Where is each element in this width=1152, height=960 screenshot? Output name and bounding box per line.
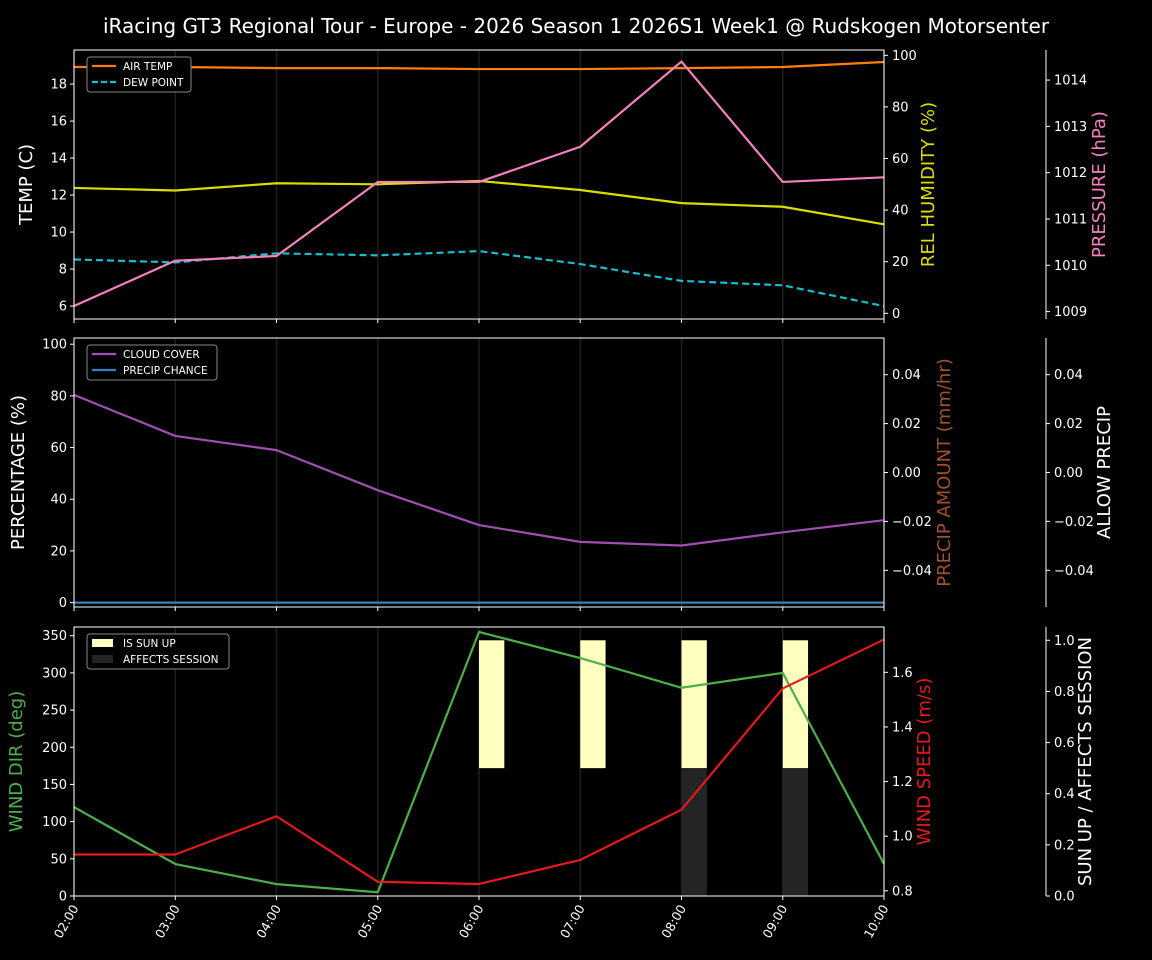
legend-label: IS SUN UP: [123, 638, 176, 650]
legend-label: DEW POINT: [123, 77, 184, 89]
y-tick-label: 20: [50, 544, 67, 559]
y-tick-label: 0: [892, 307, 900, 322]
legend-label: AFFECTS SESSION: [123, 654, 219, 666]
y-tick-label: 1.0: [1054, 634, 1075, 649]
y-tick-label: 1.4: [892, 720, 913, 735]
y-tick-label: 0.00: [1054, 466, 1083, 481]
axis-label-right2: SUN UP / AFFECTS SESSION: [1075, 637, 1096, 886]
panel-2: 0 20 40 60 80 100 PERCENTAGE (%) −0.04 −0.02 0.00…: [8, 337, 1115, 611]
y-tick-label: 250: [42, 704, 67, 719]
x-tick-label: 10:00: [861, 902, 892, 941]
legend-label: PRECIP CHANCE: [123, 365, 208, 377]
legend-swatch: [92, 655, 113, 663]
y-tick-label: 1011: [1054, 212, 1087, 227]
y-tick-label: 200: [42, 741, 67, 756]
y-tick-label: 60: [50, 441, 67, 456]
y-tick-label: 1013: [1054, 120, 1087, 135]
x-tick-label: 05:00: [354, 902, 385, 941]
y-tick-label: 1.6: [892, 666, 913, 681]
y-tick-label: 0.02: [1054, 417, 1083, 432]
y-tick-label: 100: [42, 815, 67, 830]
bar-is-sun-up: [681, 640, 707, 769]
y-tick-label: 0.00: [892, 466, 921, 481]
axis-label-left: WIND DIR (deg): [6, 691, 27, 833]
y-tick-label: 1010: [1054, 259, 1087, 274]
y-tick-label: 6: [59, 300, 67, 315]
y-tick-label: 1014: [1054, 74, 1087, 89]
x-tick-label: 04:00: [253, 902, 284, 941]
y-tick-label: 1.0: [892, 830, 913, 845]
panel-3: 0 50 100 150 200 250 300 350 WIND DIR (deg) 0.8 1.…: [6, 626, 1096, 941]
y-tick-label: 1012: [1054, 166, 1087, 181]
y-tick-label: 0.04: [1054, 368, 1083, 383]
y-tick-label: 350: [42, 629, 67, 644]
y-tick-label: −0.04: [892, 564, 932, 579]
axis-label-right1: REL HUMIDITY (%): [918, 102, 939, 267]
y-tick-label: 0.8: [892, 884, 913, 899]
legend-label: AIR TEMP: [123, 61, 172, 73]
y-tick-label: 100: [42, 338, 67, 353]
legend-label: CLOUD COVER: [123, 349, 200, 361]
x-tick-label: 08:00: [658, 902, 689, 941]
y-tick-label: −0.02: [892, 515, 932, 530]
axis-label-left: TEMP (C): [16, 144, 37, 226]
axis-label-right2: PRESSURE (hPa): [1089, 111, 1110, 258]
y-tick-label: 50: [50, 852, 67, 867]
y-tick-label: 0: [59, 890, 67, 905]
y-tick-label: 16: [50, 115, 67, 130]
y-tick-label: 10: [50, 226, 67, 241]
y-tick-label: 14: [50, 152, 67, 167]
legend-frame: [86, 633, 230, 670]
axis-label-right1: WIND SPEED (m/s): [914, 678, 935, 846]
y-tick-label: 8: [59, 263, 67, 278]
y-tick-label: 0.6: [1054, 736, 1075, 751]
y-tick-label: 0.0: [1054, 890, 1075, 905]
y-tick-label: −0.04: [1054, 564, 1094, 579]
y-tick-label: 80: [50, 389, 67, 404]
y-tick-label: 80: [892, 100, 909, 115]
x-tick-label: 07:00: [557, 902, 588, 941]
y-tick-label: 40: [50, 493, 67, 508]
y-tick-label: 0.4: [1054, 787, 1075, 802]
y-tick-label: 100: [892, 49, 917, 64]
x-tick-label: 03:00: [152, 902, 183, 941]
y-tick-label: 0.8: [1054, 685, 1075, 700]
bar-affects-session: [782, 768, 809, 896]
y-tick-label: 300: [42, 666, 67, 681]
y-tick-label: 60: [892, 152, 909, 167]
legend: AIR TEMP DEW POINT: [86, 56, 192, 93]
legend-swatch: [92, 639, 113, 647]
bar-affects-session: [681, 768, 707, 896]
axis-label-left: PERCENTAGE (%): [8, 395, 29, 550]
y-tick-label: 1009: [1054, 305, 1087, 320]
bar-is-sun-up: [782, 640, 809, 769]
y-tick-label: 150: [42, 778, 67, 793]
x-tick-label: 02:00: [51, 902, 82, 941]
y-tick-label: 0.02: [892, 417, 921, 432]
y-tick-label: 40: [892, 204, 909, 219]
y-tick-label: 20: [892, 255, 909, 270]
chart-title: iRacing GT3 Regional Tour - Europe - 202…: [102, 14, 1050, 38]
y-tick-label: 1.2: [892, 775, 913, 790]
y-tick-label: 0.04: [892, 368, 921, 383]
bar-is-sun-up: [479, 640, 505, 769]
legend: IS SUN UP AFFECTS SESSION: [86, 633, 230, 670]
axis-label-right2: ALLOW PRECIP: [1094, 406, 1115, 539]
y-tick-label: 18: [50, 78, 67, 93]
y-tick-label: 0.2: [1054, 838, 1075, 853]
y-tick-label: 0: [59, 596, 67, 611]
x-tick-label: 06:00: [456, 902, 487, 941]
axis-label-right1: PRECIP AMOUNT (mm/hr): [934, 358, 955, 587]
y-tick-label: 12: [50, 189, 67, 204]
legend: CLOUD COVER PRECIP CHANCE: [86, 344, 218, 381]
legend-frame: [86, 344, 218, 381]
y-tick-label: −0.02: [1054, 515, 1094, 530]
x-tick-label: 09:00: [759, 902, 790, 941]
